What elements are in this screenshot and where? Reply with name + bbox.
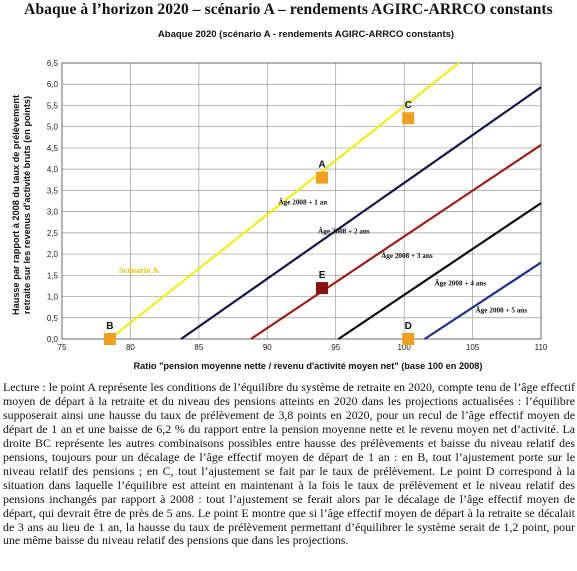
chart: Abaque 2020 (scénario A - rendements AGI… [11, 29, 548, 371]
page-title: Abaque à l’horizon 2020 – scénario A – r… [24, 1, 553, 18]
point-marker-b [103, 333, 116, 345]
point-label-a: A [318, 160, 325, 171]
y-tick-label: 2,5 [47, 229, 59, 238]
series-line-5 [424, 261, 542, 340]
x-tick-label: 105 [466, 343, 480, 352]
chart-axes: 0,0 0,5 1,0 1,5 2,0 2,5 3,0 3,5 4,0 4,5 5,0 5,5 6,0 6… [47, 59, 548, 352]
y-tick-label: 2,0 [47, 250, 59, 259]
chart-series [109, 62, 542, 340]
y-tick-label: 6,5 [47, 59, 59, 68]
y-axis-label-line-1: Hausse par rapport à 2008 du taux de pré… [11, 95, 21, 315]
point-label-b: B [106, 321, 113, 332]
x-tick-label: 90 [263, 343, 272, 352]
series-line-4 [337, 202, 542, 340]
line-label: Âge 2008 + 3 ans [381, 250, 433, 260]
x-tick-label: 95 [331, 343, 340, 352]
reading-note: Lecture : le point A représente les cond… [3, 380, 575, 548]
series-line-2 [180, 86, 542, 340]
line-label: Âge 2008 + 2 ans [318, 226, 370, 236]
chart-points: A B C D E [103, 100, 415, 345]
y-tick-label: 1,0 [47, 293, 59, 302]
y-tick-label: 4,5 [47, 144, 59, 153]
y-tick-label: 4,0 [47, 165, 59, 174]
chart-title: Abaque 2020 (scénario A - rendements AGI… [158, 29, 454, 40]
point-label-c: C [405, 100, 412, 111]
y-tick-label: 6,0 [47, 80, 59, 89]
y-tick-label: 5,0 [47, 123, 59, 132]
y-tick-label: 3,5 [47, 186, 59, 195]
y-tick-label: 0,0 [47, 335, 59, 344]
point-marker-e [316, 282, 329, 295]
line-label: Âge 2008 + 1 an [278, 196, 327, 206]
plot-area-border [61, 62, 542, 340]
point-label-d: D [405, 321, 412, 332]
line-label: Âge 2008 + 5 ans [475, 305, 527, 315]
y-tick-label: 1,5 [47, 271, 59, 280]
x-axis-label: Ratio "pension moyenne nette / revenu d'… [134, 361, 483, 371]
series-line-1 [109, 62, 460, 340]
point-marker-c [402, 112, 415, 125]
y-tick-label: 0,5 [47, 314, 59, 323]
scenario-label: Scénario A [119, 265, 159, 275]
y-tick-label: 5,5 [47, 101, 59, 110]
y-axis-label-line-2: retraite sur les revenus d'activité brut… [22, 96, 32, 314]
x-tick-label: 80 [126, 343, 135, 352]
x-tick-label: 110 [535, 343, 548, 352]
point-marker-a [316, 171, 329, 184]
y-tick-label: 3,0 [47, 208, 59, 217]
x-tick-label: 75 [58, 343, 67, 352]
series-line-3 [250, 144, 542, 340]
x-tick-label: 85 [194, 343, 203, 352]
point-label-e: E [319, 270, 326, 281]
x-tick-label: 100 [397, 343, 411, 352]
point-marker-d [402, 333, 415, 345]
line-label: Âge 2008 + 4 ans [434, 277, 486, 287]
chart-line-labels: Âge 2008 + 1 an Âge 2008 + 2 ans Âge 2008 … [119, 196, 527, 314]
